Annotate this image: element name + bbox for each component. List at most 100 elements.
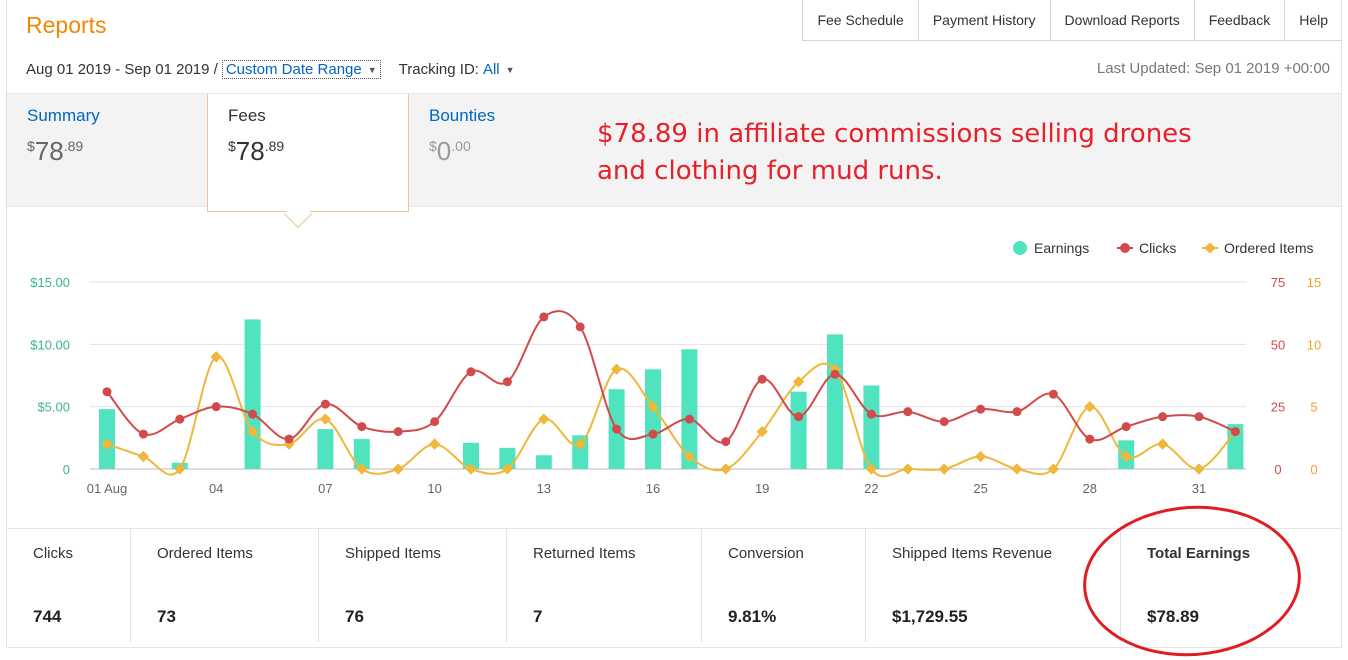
tab-bounties[interactable]: Bounties $0.00	[409, 94, 609, 206]
legend-clicks-icon	[1120, 243, 1130, 253]
clicks-point	[612, 424, 622, 434]
legend-clicks-label: Clicks	[1139, 240, 1176, 256]
clicks-point	[939, 417, 949, 427]
tab-fees-label: Fees	[228, 106, 266, 125]
x-tick: 28	[1083, 481, 1097, 496]
clicks-point	[1194, 412, 1204, 422]
nav-feedback[interactable]: Feedback	[1195, 0, 1286, 40]
ordered-items-point	[319, 413, 332, 425]
clicks-point	[1012, 407, 1022, 417]
custom-date-range-dropdown[interactable]: Custom Date Range ▼	[221, 60, 381, 79]
page-title: Reports	[26, 12, 107, 38]
x-tick: 13	[537, 481, 551, 496]
legend-earnings-icon	[1013, 241, 1027, 255]
x-tick: 07	[318, 481, 332, 496]
ordered-items-point	[647, 401, 659, 413]
caret-down-icon: ▼	[367, 64, 377, 75]
y-tick-right-ordered: 0	[1310, 462, 1317, 477]
metric-shipped-items-revenue: Shipped Items Revenue $1,729.55	[866, 529, 1121, 642]
metric-shipped-items: Shipped Items 76	[319, 529, 507, 642]
y-tick-left: $15.00	[30, 275, 70, 290]
ordered-items-line	[106, 355, 1237, 478]
legend-ordered-label: Ordered Items	[1224, 240, 1313, 256]
y-tick-right-clicks: 75	[1271, 275, 1285, 290]
clicks-point	[502, 377, 512, 387]
clicks-point	[684, 414, 694, 424]
nav-fee-schedule[interactable]: Fee Schedule	[803, 0, 919, 40]
clicks-point	[430, 417, 440, 427]
y-tick-left: $10.00	[30, 337, 70, 352]
metrics-row: Clicks 744 Ordered Items 73 Shipped Item…	[7, 528, 1341, 642]
clicks-point	[1121, 422, 1131, 432]
date-filter-row: Aug 01 2019 - Sep 01 2019 / Custom Date …	[26, 60, 515, 79]
x-tick: 01 Aug	[87, 481, 128, 496]
ordered-items-point	[1011, 463, 1023, 475]
clicks-point	[211, 402, 221, 412]
clicks-point	[794, 412, 804, 422]
earnings-bar	[353, 439, 370, 469]
ordered-items-point	[1120, 450, 1132, 463]
ordered-items-point	[574, 438, 586, 450]
annotation-text: $78.89 in affiliate commissions selling …	[597, 119, 1192, 186]
clicks-point	[866, 409, 876, 419]
y-tick-right-ordered: 10	[1307, 337, 1321, 352]
clicks-point	[138, 429, 148, 439]
ordered-items-point	[174, 463, 186, 475]
date-range-text: Aug 01 2019 - Sep 01 2019 /	[26, 61, 218, 78]
tab-fees[interactable]: Fees $78.89	[207, 94, 409, 212]
y-tick-left: 0	[63, 462, 70, 477]
y-tick-right-clicks: 50	[1271, 337, 1285, 352]
ordered-items-point	[1156, 438, 1169, 450]
y-tick-right-clicks: 25	[1271, 400, 1285, 415]
earnings-bar	[244, 319, 261, 469]
earnings-bar	[463, 442, 479, 469]
clicks-point	[903, 407, 913, 417]
clicks-point	[1230, 427, 1240, 437]
clicks-point	[648, 429, 658, 439]
ordered-items-point	[938, 463, 950, 475]
nav-download-reports[interactable]: Download Reports	[1051, 0, 1195, 40]
custom-date-range-label: Custom Date Range	[225, 61, 362, 78]
earnings-bar	[827, 334, 843, 469]
ordered-items-point	[1193, 463, 1205, 475]
x-tick: 22	[864, 481, 878, 496]
x-tick: 10	[427, 481, 441, 496]
tracking-id-label: Tracking ID:	[398, 61, 479, 78]
ordered-items-point	[720, 463, 732, 475]
ordered-items-point	[246, 425, 259, 438]
x-tick: 19	[755, 481, 769, 496]
clicks-point	[830, 369, 840, 379]
metric-returned-items: Returned Items 7	[507, 529, 702, 642]
ordered-items-point	[756, 425, 768, 438]
earnings-bar	[645, 369, 661, 469]
clicks-point	[976, 404, 986, 414]
y-tick-right-clicks: 0	[1274, 462, 1281, 477]
tab-summary-label: Summary	[27, 106, 100, 125]
tab-summary-amount: $78.89	[27, 136, 84, 166]
x-tick: 04	[209, 481, 223, 496]
y-tick-right-ordered: 15	[1307, 275, 1321, 290]
clicks-point	[248, 409, 258, 419]
ordered-items-point	[1047, 463, 1060, 475]
clicks-point	[357, 422, 367, 432]
ordered-items-point	[902, 463, 914, 475]
metric-clicks: Clicks 744	[7, 529, 131, 642]
ordered-items-point	[210, 351, 222, 363]
top-nav: Fee Schedule Payment History Download Re…	[802, 0, 1342, 41]
tracking-id-dropdown[interactable]: All	[482, 61, 500, 78]
metric-total-earnings: Total Earnings $78.89	[1147, 545, 1251, 626]
ordered-items-point	[792, 376, 805, 388]
nav-help[interactable]: Help	[1299, 12, 1328, 28]
ordered-items-point	[392, 463, 404, 475]
tab-summary[interactable]: Summary $78.89	[7, 94, 207, 206]
clicks-point	[284, 434, 294, 444]
caret-down-icon[interactable]: ▼	[505, 64, 515, 75]
x-tick: 25	[973, 481, 987, 496]
clicks-point	[393, 427, 403, 437]
report-tabs: Summary $78.89 Fees $78.89 Bounties $0.0…	[7, 93, 1341, 212]
ordered-items-point	[865, 463, 878, 475]
clicks-point	[1158, 412, 1168, 422]
nav-payment-history[interactable]: Payment History	[919, 0, 1051, 40]
tab-fees-amount: $78.89	[228, 136, 285, 166]
last-updated: Last Updated: Sep 01 2019 +00:00	[1096, 60, 1330, 77]
